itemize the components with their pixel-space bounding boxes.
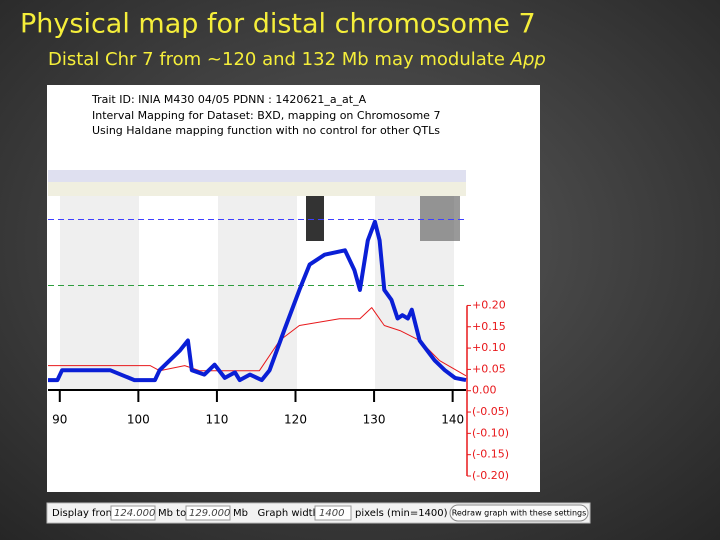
slide-subtitle: Distal Chr 7 from ~120 and 132 Mb may mo…	[48, 49, 546, 70]
x-tick-label: 90	[52, 413, 67, 427]
label: Mb to	[158, 508, 186, 519]
y2-tick-label: (-0.20)	[472, 469, 509, 482]
input-from[interactable]	[110, 505, 156, 521]
label: Mb Graph width:	[233, 508, 322, 519]
button-label: Redraw graph with these settings	[452, 509, 587, 518]
y2-tick-label: +0.20	[472, 298, 506, 311]
band	[48, 182, 466, 196]
y2-tick-label: (-0.10)	[472, 426, 509, 439]
subtitle-gene: App	[510, 49, 546, 70]
chart-header: Trait ID: INIA M430 04/05 PDNN : 1420621…	[91, 93, 440, 137]
y2-tick-label: 0.00	[472, 384, 497, 397]
header-line: Using Haldane mapping function with no c…	[92, 124, 440, 137]
label: Display from	[52, 508, 115, 519]
plot: 90 100 110 120 130 140 +0.20 +0.15 +0.10 +0.05 0.0…	[48, 219, 509, 482]
label: pixels (min=1400)	[355, 508, 448, 519]
input-value: 124.000	[114, 508, 155, 519]
controls: Display from 124.000 Mb to 129.000 Mb Gr…	[46, 502, 591, 524]
x-tick-label: 140	[441, 413, 464, 427]
header-line: Interval Mapping for Dataset: BXD, mappi…	[92, 109, 440, 122]
input-width[interactable]	[314, 505, 352, 521]
plot-bands	[48, 170, 466, 390]
x-tick-label: 100	[127, 413, 150, 427]
band	[218, 196, 297, 390]
y2-tick-label: +0.15	[472, 320, 506, 333]
series-line	[48, 307, 467, 377]
gene-cluster	[420, 196, 460, 241]
subtitle-text: Distal Chr 7 from ~120 and 132 Mb may mo…	[48, 49, 511, 70]
gene-cluster	[306, 196, 324, 241]
y2-tick-label: (-0.05)	[472, 405, 509, 418]
x-tick-label: 110	[205, 413, 228, 427]
input-value: 1400	[319, 508, 344, 519]
y2-tick-label: +0.10	[472, 341, 506, 354]
y2-tick-label: (-0.15)	[472, 448, 509, 461]
x-tick-label: 130	[363, 413, 386, 427]
input-to[interactable]	[185, 505, 231, 521]
series-line	[48, 219, 467, 383]
band	[60, 196, 139, 390]
y2-tick-label: +0.05	[472, 362, 506, 375]
x-tick-label: 120	[284, 413, 307, 427]
redraw-button[interactable]	[449, 504, 589, 522]
header-line: Trait ID: INIA M430 04/05 PDNN : 1420621…	[91, 93, 367, 106]
slide-title: Physical map for distal chromosome 7	[20, 9, 536, 40]
input-value: 129.000	[189, 508, 230, 519]
band	[48, 170, 466, 182]
